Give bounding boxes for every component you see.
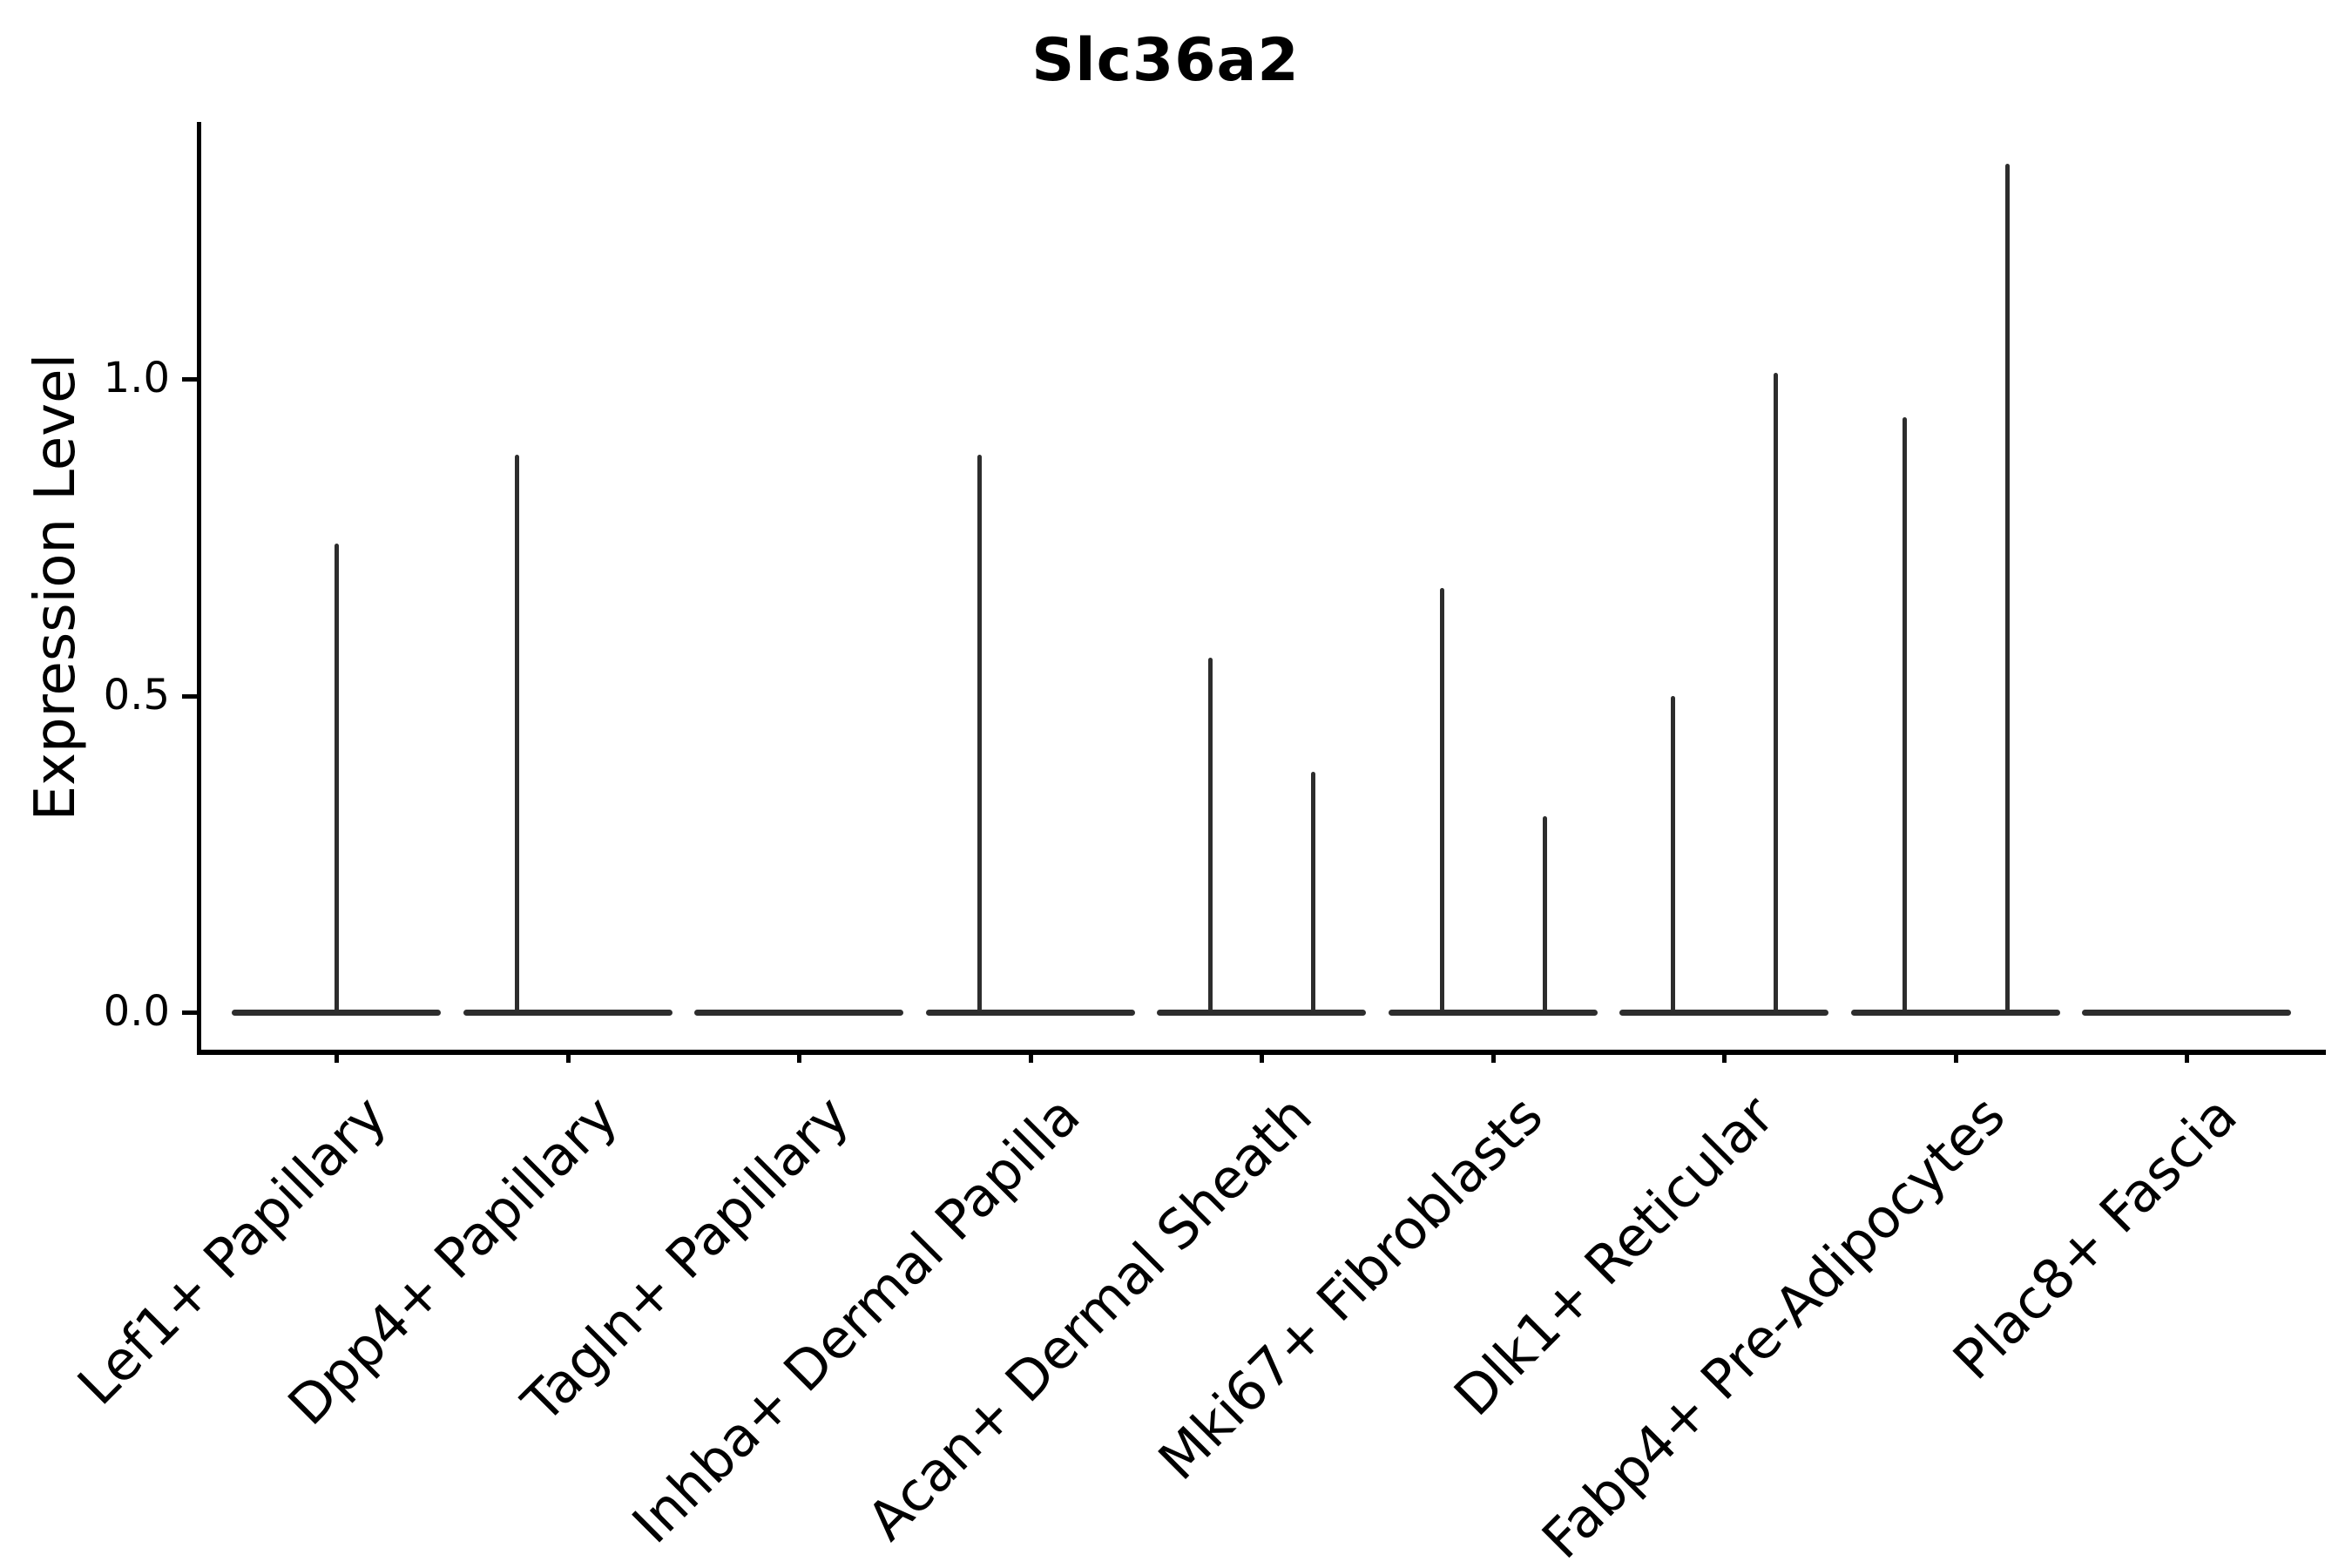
y-tick-label: 0.5: [103, 670, 170, 720]
violin-baseline: [2082, 1010, 2291, 1016]
chart-title: Slc36a2: [0, 26, 2352, 95]
x-tick-mark: [797, 1050, 801, 1063]
violin-baseline: [1850, 1010, 2060, 1016]
x-tick-mark: [335, 1050, 339, 1063]
y-tick-label: 0.0: [103, 987, 170, 1036]
violin-spike: [1542, 815, 1547, 1015]
x-tick-label: Fabp4+ Pre-Adipocytes: [1530, 1083, 2017, 1568]
x-tick-mark: [1260, 1050, 1264, 1063]
y-tick-label: 1.0: [103, 354, 170, 402]
y-tick-mark: [182, 377, 198, 382]
chart-title-text: Slc36a2: [1031, 26, 1300, 95]
violin-baseline: [1619, 1010, 1828, 1016]
violin-spike: [335, 544, 339, 1015]
violin-baseline: [925, 1010, 1135, 1016]
violin-spike: [1208, 657, 1213, 1015]
violin-spike: [1439, 587, 1444, 1015]
y-tick-mark: [182, 1010, 198, 1015]
violin-baseline: [694, 1010, 903, 1016]
violin-spike: [514, 455, 519, 1015]
x-tick-label: Inhba+ Dermal Papilla: [620, 1083, 1092, 1556]
violin-spike: [1774, 372, 1778, 1015]
violin-baseline: [1157, 1010, 1366, 1016]
y-tick-mark: [182, 693, 198, 699]
x-tick-label: Mki67+ Fibroblasts: [1146, 1083, 1555, 1492]
x-tick-mark: [2185, 1050, 2189, 1063]
y-axis-spine: [197, 122, 201, 1055]
violin-baseline: [463, 1010, 672, 1016]
x-tick-mark: [1490, 1050, 1496, 1063]
violin-spike: [1671, 695, 1675, 1015]
violin-spike: [977, 455, 982, 1015]
x-tick-label: Acan+ Dermal Sheath: [855, 1083, 1324, 1553]
violin-spike: [2004, 163, 2010, 1015]
x-tick-mark: [1722, 1050, 1727, 1063]
x-tick-mark: [565, 1050, 571, 1063]
violin-baseline: [1388, 1010, 1598, 1016]
x-tick-mark: [1953, 1050, 1958, 1063]
x-tick-mark: [1028, 1050, 1033, 1063]
violin-spike: [1311, 771, 1315, 1015]
violin-spike: [1902, 416, 1907, 1015]
